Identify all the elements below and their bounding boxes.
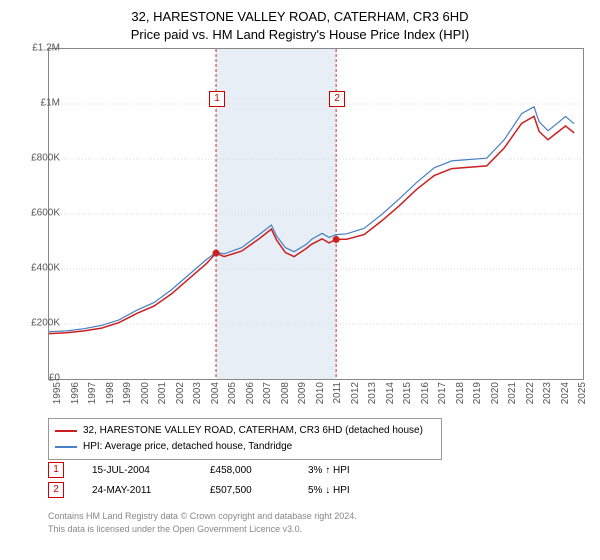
- legend-item: HPI: Average price, detached house, Tand…: [55, 439, 435, 455]
- event-date: 24-MAY-2011: [92, 485, 182, 496]
- x-tick-label: 2009: [297, 382, 308, 404]
- footer-attribution: Contains HM Land Registry data © Crown c…: [48, 510, 357, 535]
- y-tick-label: £600K: [16, 208, 60, 219]
- x-tick-label: 2015: [402, 382, 413, 404]
- x-tick-label: 2018: [455, 382, 466, 404]
- x-tick-label: 2024: [560, 382, 571, 404]
- legend-swatch: [55, 430, 77, 432]
- x-tick-label: 2014: [385, 382, 396, 404]
- x-tick-label: 2004: [210, 382, 221, 404]
- x-tick-label: 2006: [245, 382, 256, 404]
- y-tick-label: £200K: [16, 318, 60, 329]
- x-tick-label: 2003: [192, 382, 203, 404]
- chart-svg: [49, 49, 583, 379]
- x-tick-label: 2001: [157, 382, 168, 404]
- x-tick-label: 2019: [472, 382, 483, 404]
- x-tick-label: 2007: [262, 382, 273, 404]
- y-tick-label: £1M: [16, 98, 60, 109]
- x-tick-label: 2017: [437, 382, 448, 404]
- x-tick-label: 1997: [87, 382, 98, 404]
- y-tick-label: £400K: [16, 263, 60, 274]
- footer-line2: This data is licensed under the Open Gov…: [48, 523, 357, 536]
- event-date: 15-JUL-2004: [92, 465, 182, 476]
- event-price: £507,500: [210, 485, 280, 496]
- x-tick-label: 2016: [420, 382, 431, 404]
- x-tick-label: 1996: [70, 382, 81, 404]
- chart-title: 32, HARESTONE VALLEY ROAD, CATERHAM, CR3…: [0, 0, 600, 44]
- events-table: 1 15-JUL-2004 £458,000 3% ↑ HPI 2 24-MAY…: [48, 460, 350, 500]
- legend-label: HPI: Average price, detached house, Tand…: [83, 439, 292, 455]
- legend-item: 32, HARESTONE VALLEY ROAD, CATERHAM, CR3…: [55, 423, 435, 439]
- event-delta: 5% ↓ HPI: [308, 485, 350, 496]
- x-tick-label: 2023: [542, 382, 553, 404]
- x-tick-label: 2002: [175, 382, 186, 404]
- x-tick-label: 2010: [315, 382, 326, 404]
- event-number: 2: [48, 482, 64, 498]
- title-line1: 32, HARESTONE VALLEY ROAD, CATERHAM, CR3…: [0, 8, 600, 26]
- legend: 32, HARESTONE VALLEY ROAD, CATERHAM, CR3…: [48, 418, 442, 460]
- x-tick-label: 2012: [350, 382, 361, 404]
- legend-label: 32, HARESTONE VALLEY ROAD, CATERHAM, CR3…: [83, 423, 423, 439]
- x-tick-label: 2013: [367, 382, 378, 404]
- event-row: 1 15-JUL-2004 £458,000 3% ↑ HPI: [48, 460, 350, 480]
- event-marker-box: 1: [209, 91, 225, 107]
- y-tick-label: £800K: [16, 153, 60, 164]
- x-tick-label: 2025: [577, 382, 588, 404]
- event-number: 1: [48, 462, 64, 478]
- x-tick-label: 1995: [52, 382, 63, 404]
- x-tick-label: 2020: [490, 382, 501, 404]
- x-tick-label: 2005: [227, 382, 238, 404]
- x-tick-label: 1998: [105, 382, 116, 404]
- footer-line1: Contains HM Land Registry data © Crown c…: [48, 510, 357, 523]
- x-tick-label: 2000: [140, 382, 151, 404]
- x-tick-label: 2022: [525, 382, 536, 404]
- x-tick-label: 1999: [122, 382, 133, 404]
- event-delta: 3% ↑ HPI: [308, 465, 350, 476]
- event-price: £458,000: [210, 465, 280, 476]
- y-tick-label: £1.2M: [16, 43, 60, 54]
- legend-swatch: [55, 446, 77, 448]
- title-line2: Price paid vs. HM Land Registry's House …: [0, 26, 600, 44]
- x-tick-label: 2008: [280, 382, 291, 404]
- chart-plot-area: 12: [48, 48, 584, 380]
- x-tick-label: 2011: [332, 382, 343, 404]
- event-row: 2 24-MAY-2011 £507,500 5% ↓ HPI: [48, 480, 350, 500]
- event-marker-box: 2: [329, 91, 345, 107]
- x-tick-label: 2021: [507, 382, 518, 404]
